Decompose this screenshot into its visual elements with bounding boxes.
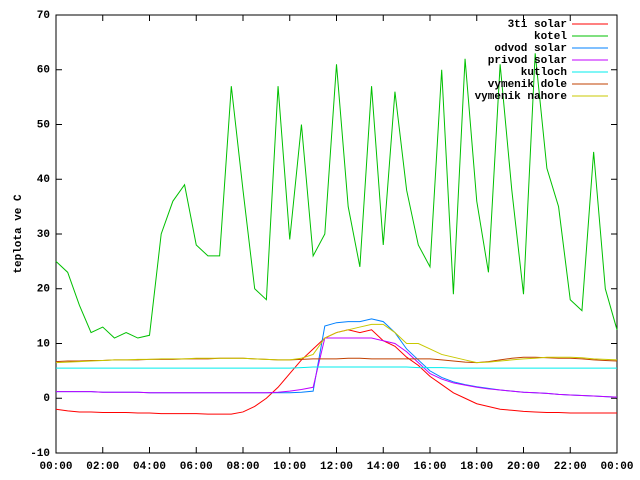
x-tick-label: 10:00	[273, 461, 306, 473]
x-tick-label: 12:00	[320, 461, 353, 473]
x-tick-label: 00:00	[600, 461, 633, 473]
legend-label: vymenik nahore	[475, 91, 568, 103]
x-tick-label: 20:00	[507, 461, 540, 473]
x-tick-label: 06:00	[180, 461, 213, 473]
series-line	[56, 366, 617, 369]
legend-label: privod solar	[488, 55, 567, 67]
series-line	[56, 337, 618, 398]
legend-label: 3ti solar	[508, 19, 567, 31]
y-tick-label: 70	[37, 10, 50, 22]
y-tick-label: 60	[37, 65, 50, 77]
y-tick-label: 10	[37, 338, 50, 350]
series-line	[55, 323, 618, 364]
x-tick-label: 18:00	[460, 461, 493, 473]
x-tick-label: 22:00	[554, 461, 587, 473]
x-tick-label: 08:00	[226, 461, 259, 473]
y-tick-label: 50	[37, 119, 50, 131]
y-axis-label: teplota ve C	[13, 194, 25, 274]
x-tick-label: 00:00	[39, 461, 72, 473]
x-tick-label: 04:00	[133, 461, 166, 473]
y-tick-label: 40	[37, 174, 50, 186]
x-tick-label: 16:00	[413, 461, 446, 473]
legend-label: kotel	[534, 31, 567, 43]
y-tick-label: 20	[37, 284, 50, 296]
legend-label: odvod solar	[494, 43, 567, 55]
x-tick-label: 14:00	[367, 461, 400, 473]
y-tick-label: -10	[30, 448, 50, 460]
legend-label: kutloch	[521, 67, 567, 79]
x-tick-label: 02:00	[86, 461, 119, 473]
y-tick-label: 0	[43, 393, 50, 405]
legend-label: vymenik dole	[488, 79, 568, 91]
y-tick-label: 30	[37, 229, 50, 241]
series-line	[55, 53, 618, 339]
